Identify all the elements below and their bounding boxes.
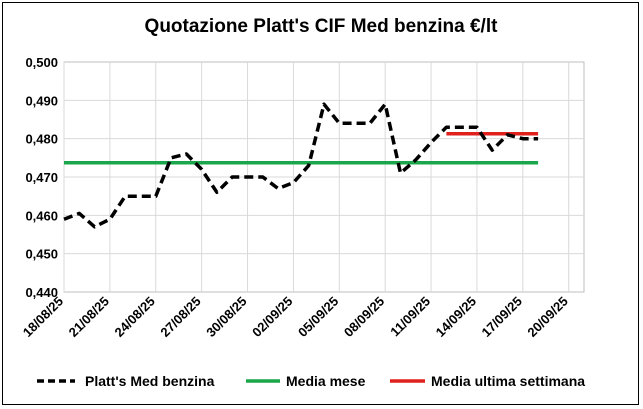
y-tick-label: 0,460 — [25, 208, 58, 223]
x-tick-label: 20/09/25 — [524, 294, 570, 340]
y-tick-label: 0,470 — [25, 170, 58, 185]
x-tick-label: 24/08/25 — [111, 294, 157, 340]
series-platts-med-benzina — [63, 102, 539, 229]
y-axis: 0,440 0,450 0,460 0,470 0,480 0,490 0,500 — [25, 55, 58, 300]
y-tick-label: 0,450 — [25, 247, 58, 262]
y-tick-label: 0,500 — [25, 55, 58, 70]
x-tick-label: 08/09/25 — [341, 294, 387, 340]
x-tick-label: 30/08/25 — [203, 294, 249, 340]
series-layer — [63, 102, 539, 229]
gridlines — [63, 62, 584, 292]
x-tick-label: 02/09/25 — [249, 294, 295, 340]
legend-label-platts: Platt's Med benzina — [85, 373, 215, 389]
x-tick-label: 17/09/25 — [479, 294, 525, 340]
x-axis: 18/08/25 21/08/25 24/08/25 27/08/25 30/08/25… — [20, 294, 571, 340]
x-tick-label: 14/09/25 — [433, 294, 479, 340]
x-tick-label: 11/09/25 — [387, 294, 433, 340]
chart-frame — [2, 2, 639, 405]
x-tick-label: 27/08/25 — [157, 294, 203, 340]
legend: Platt's Med benzina Media mese Media ult… — [37, 373, 585, 389]
legend-label-media-settimana: Media ultima settimana — [431, 373, 585, 389]
chart-title: Quotazione Platt's CIF Med benzina €/lt — [145, 16, 499, 37]
y-tick-label: 0,440 — [25, 285, 58, 300]
y-tick-label: 0,490 — [25, 93, 58, 108]
y-tick-label: 0,480 — [25, 132, 58, 147]
x-tick-label: 05/09/25 — [295, 294, 341, 340]
x-tick-label: 21/08/25 — [66, 294, 112, 340]
x-tick-label: 18/08/25 — [20, 294, 66, 340]
legend-label-media-mese: Media mese — [286, 373, 366, 389]
